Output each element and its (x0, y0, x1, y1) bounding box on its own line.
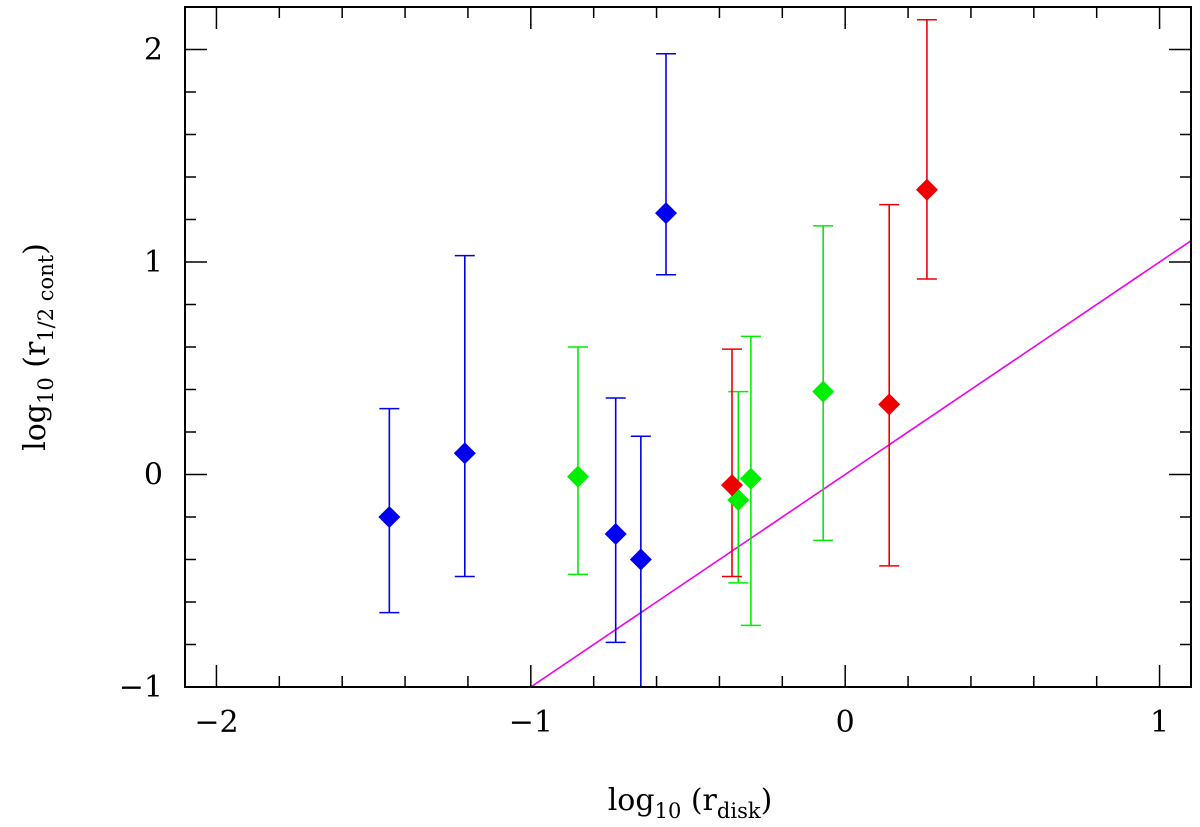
x-axis-title-sub: 10 (655, 799, 682, 823)
y-tick-label: 1 (144, 245, 163, 280)
y-axis-title: log10 (r1/2 cont) (18, 243, 58, 451)
major-ticks (185, 7, 1191, 688)
x-axis-title-end: ) (761, 783, 773, 818)
y-axis-title-sub: 10 (34, 377, 58, 404)
y-axis-title-end: ) (18, 243, 53, 255)
diamond-point (812, 380, 835, 403)
diamond-point (654, 202, 677, 225)
minor-ticks (185, 6, 1191, 687)
diamond-point (721, 474, 744, 497)
fit-lines (530, 240, 1191, 687)
diamond-point (453, 442, 476, 465)
diamond-point (915, 178, 938, 201)
x-axis-title-base: log (608, 783, 655, 818)
x-axis-title: log10 (rdisk) (608, 783, 773, 823)
y-tick-label: −1 (119, 670, 163, 705)
tick-labels: −2 −1 0 1 −1 0 1 2 (119, 33, 1169, 741)
diamond-point (739, 467, 762, 490)
plot-frame (184, 6, 1192, 688)
reference-line (530, 240, 1191, 687)
data-markers (378, 178, 938, 571)
diamond-point (629, 548, 652, 571)
y-axis-title-mid: (r (18, 341, 53, 377)
diamond-point (878, 393, 901, 416)
x-tick-label: 0 (836, 705, 855, 740)
diamond-point (604, 523, 627, 545)
error-bars (379, 18, 937, 688)
diamond-point (566, 465, 589, 488)
diamond-point (378, 506, 401, 528)
x-tick-label: −1 (509, 705, 553, 740)
y-tick-label: 2 (144, 33, 163, 68)
x-axis-title-mid: (r (681, 783, 717, 818)
y-tick-label: 0 (144, 458, 163, 493)
y-axis-title-base: log (18, 404, 53, 451)
x-tick-label: 1 (1150, 705, 1169, 740)
x-axis-title-sub2: disk (717, 799, 761, 823)
y-axis-title-sub2: 1/2 cont (34, 254, 58, 341)
x-tick-label: −2 (194, 705, 238, 740)
